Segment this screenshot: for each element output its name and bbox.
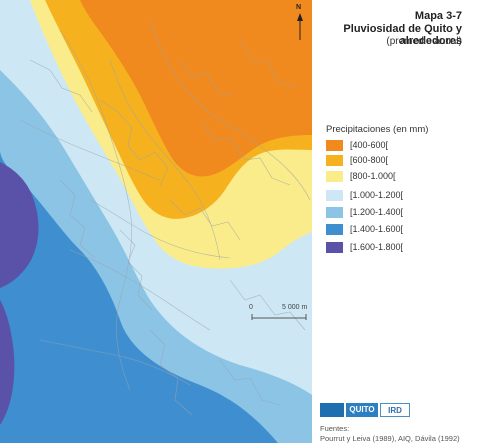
legend-swatch <box>326 207 343 218</box>
legend-label: [800-1.000[ <box>350 171 396 181</box>
legend-title: Precipitaciones (en mm) <box>326 124 429 135</box>
zone-400-600 <box>80 0 312 177</box>
logo-ird: IRD <box>380 403 410 417</box>
legend-swatch <box>326 140 343 151</box>
publisher-logos: QUITO IRD <box>320 401 412 419</box>
legend-swatch <box>326 155 343 166</box>
legend-label: [400-600[ <box>350 140 389 150</box>
legend-label: [1.400-1.600[ <box>350 224 404 234</box>
road-network <box>19 19 311 416</box>
zone-1600-1800-southwest <box>0 300 15 425</box>
map-number: Mapa 3-7 <box>414 10 462 22</box>
legend-swatch <box>326 190 343 201</box>
scale-bar <box>251 314 307 320</box>
sources-heading: Fuentes: <box>320 424 350 433</box>
logo-quito: QUITO <box>346 403 378 417</box>
scale-end-label: 5 000 m <box>282 304 308 311</box>
legend-panel: Mapa 3-7 Pluviosidad de Quito y alrededo… <box>312 0 480 443</box>
zone-1600-1800-west <box>0 162 39 288</box>
legend-swatch <box>326 171 343 182</box>
legend-swatch <box>326 242 343 253</box>
legend-label: [1.600-1.800[ <box>350 242 404 252</box>
scale-start-label: 0 <box>249 304 253 311</box>
map-title: Pluviosidad de Quito y alrededores <box>343 23 462 47</box>
legend-swatch <box>326 224 343 235</box>
north-label: N <box>296 4 302 11</box>
north-arrow-icon: N <box>292 4 308 40</box>
legend-label: [1.200-1.400[ <box>350 207 404 217</box>
legend-label: [600-800[ <box>350 155 389 165</box>
map-subtitle: (promedio anual) <box>386 36 462 47</box>
sources-text: Pourrut y Leiva (1989), AIQ, Dávila (199… <box>320 434 460 443</box>
logo-ird-left <box>320 403 344 417</box>
legend-label: [1.000-1.200[ <box>350 190 404 200</box>
rainfall-map[interactable] <box>0 0 312 443</box>
